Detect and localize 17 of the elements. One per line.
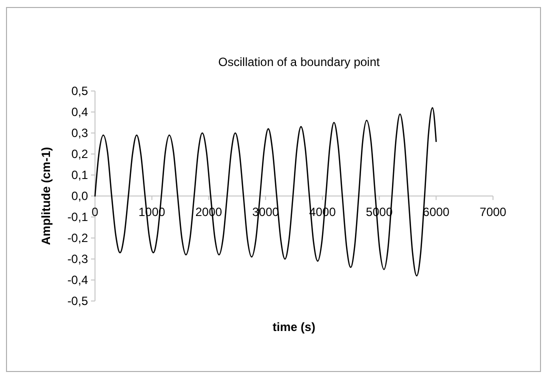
- y-tick-label: 0,3: [71, 126, 88, 140]
- y-tick-label: -0,1: [67, 210, 88, 224]
- y-tick-label: 0,0: [71, 189, 88, 204]
- y-tick-label: 0,4: [71, 105, 88, 120]
- chart-title: Oscillation of a boundary point: [218, 55, 380, 69]
- y-tick-label: 0,1: [71, 168, 88, 182]
- y-tick-label: -0,4: [67, 273, 88, 288]
- y-tick-label: 0,2: [71, 147, 88, 162]
- x-tick-label: 0: [92, 205, 99, 219]
- y-tick-label: -0,5: [67, 294, 88, 308]
- x-axis-title: time (s): [272, 320, 316, 334]
- x-tick-label: 7000: [480, 205, 507, 219]
- y-axis-title: Amplitude (cm-1): [39, 146, 53, 246]
- y-tick-label: -0,3: [67, 252, 88, 266]
- x-tick-label: 6000: [422, 205, 450, 219]
- y-tick-label: -0,2: [67, 231, 88, 246]
- y-tick-label: 0,5: [71, 84, 88, 98]
